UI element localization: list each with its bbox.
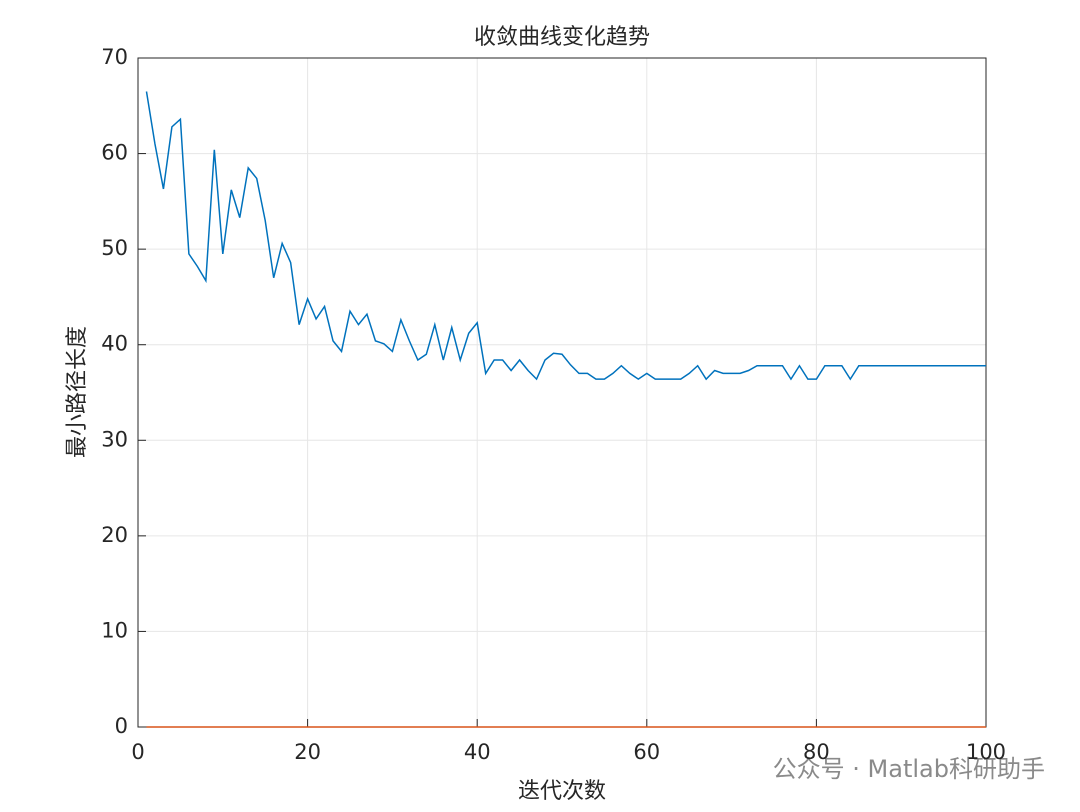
y-tick-label: 20	[101, 523, 128, 547]
data-line	[145, 91, 986, 381]
x-tick-label: 20	[294, 740, 321, 764]
x-tick-label: 40	[464, 740, 491, 764]
y-axis-label: 最小路径长度	[65, 326, 90, 458]
watermark: 公众号 · Matlab科研助手	[773, 755, 1045, 783]
chart-title: 收敛曲线变化趋势	[474, 25, 650, 50]
x-axis-label: 迭代次数	[518, 779, 606, 804]
y-tick-label: 30	[101, 427, 128, 451]
x-tick-label: 0	[131, 740, 144, 764]
x-tick-label: 60	[633, 740, 660, 764]
plot-frame	[137, 57, 987, 728]
y-tick-label: 0	[115, 714, 128, 738]
y-tick-label: 60	[101, 141, 128, 165]
y-tick-label: 50	[101, 236, 128, 260]
y-tick-label: 70	[101, 45, 128, 69]
y-tick-label: 10	[101, 618, 128, 642]
x-tick-label: 100	[966, 740, 1006, 764]
y-tick-label: 40	[101, 332, 128, 356]
x-tick-label: 80	[803, 740, 830, 764]
